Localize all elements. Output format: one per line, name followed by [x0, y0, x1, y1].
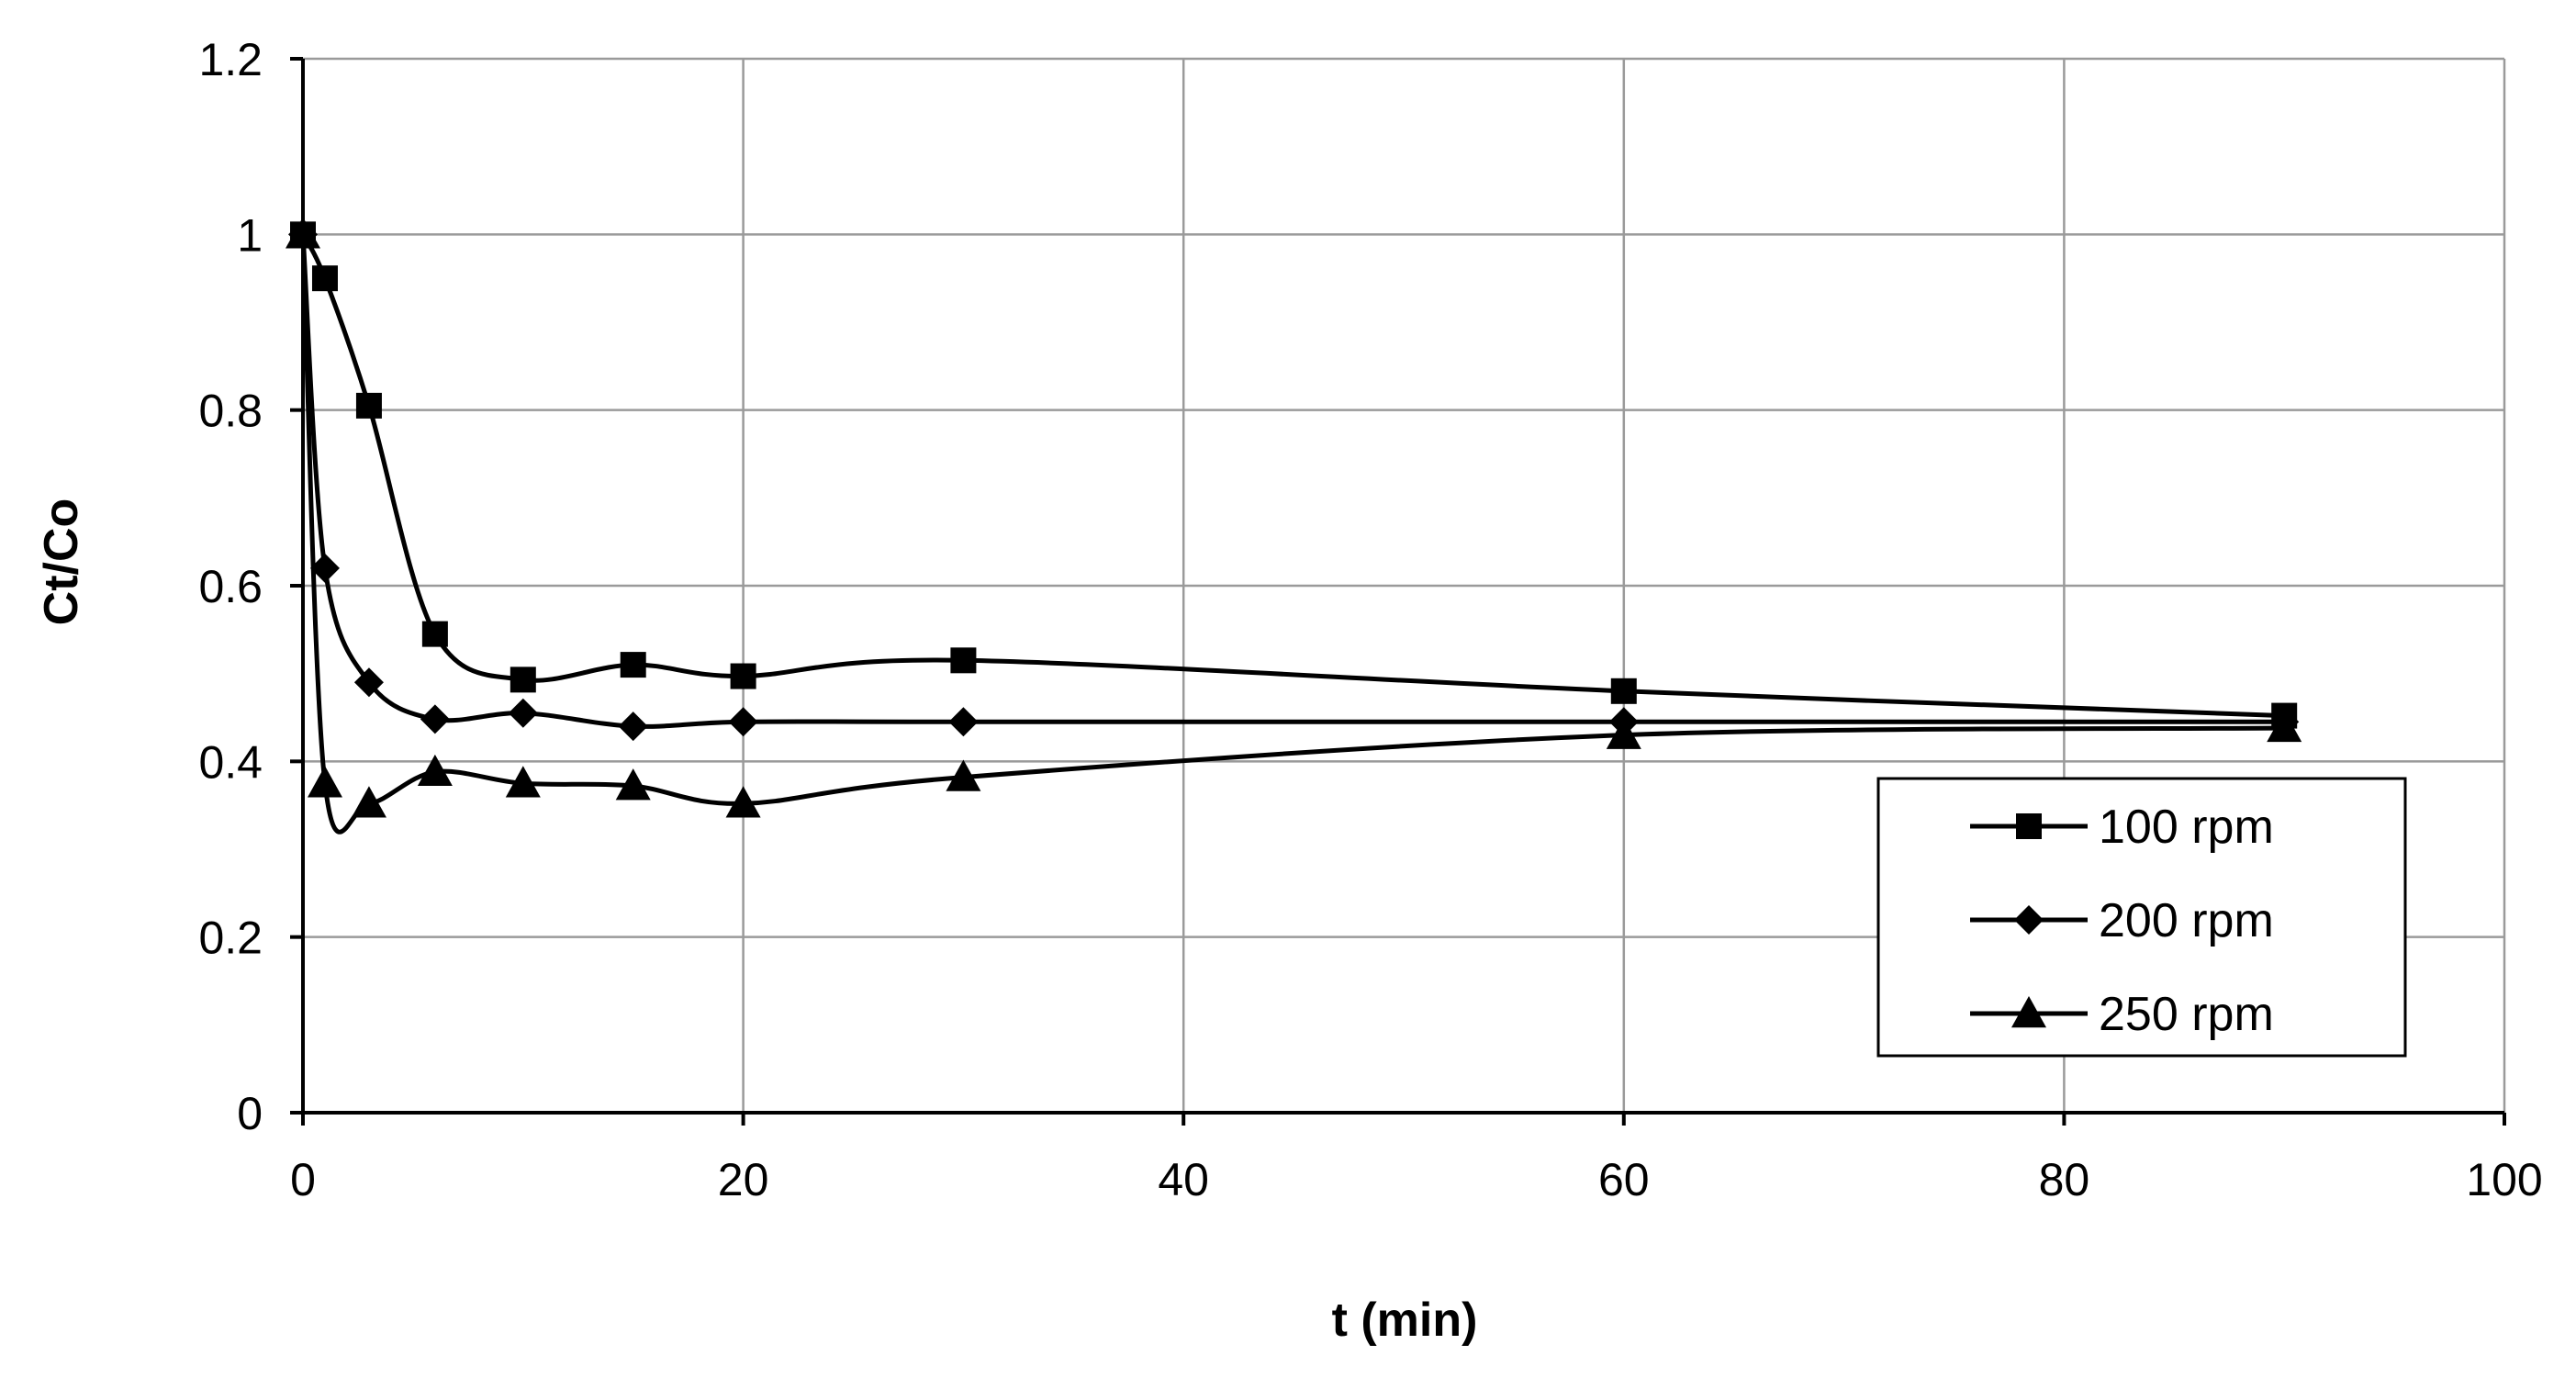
data-point-1-3 [420, 704, 450, 734]
data-point-2-3 [417, 754, 453, 787]
legend-item-0: 100 rpm [1970, 801, 2274, 854]
grid [303, 57, 2506, 1113]
data-point-1-5 [618, 711, 648, 742]
series-line-2 [300, 234, 2285, 835]
y-tick-label-0: 0 [237, 1088, 263, 1139]
data-point-1-1 [309, 553, 340, 583]
legend-marker-0 [2016, 813, 2042, 839]
data-point-2-7 [946, 759, 981, 791]
data-point-2-2 [351, 786, 386, 818]
series-line-0 [300, 233, 2285, 719]
data-point-1-2 [353, 667, 384, 698]
y-tick-label-4: 0.8 [198, 386, 263, 437]
data-point-2-8 [1606, 717, 1641, 749]
data-point-1-4 [508, 698, 538, 728]
legend: 100 rpm 200 rpm 250 rpm [1876, 777, 2407, 1058]
x-tick-label-4: 80 [2039, 1154, 2090, 1205]
data-point-2-4 [505, 766, 541, 798]
data-point-0-7 [950, 647, 977, 674]
series-2 [286, 217, 2302, 835]
series-1 [288, 219, 2300, 742]
legend-item-1: 200 rpm [1970, 894, 2274, 947]
data-point-0-2 [355, 392, 382, 419]
legend-label-1: 200 rpm [2099, 894, 2274, 947]
x-tick-label-0: 0 [290, 1154, 316, 1205]
x-tick-label-5: 100 [2466, 1154, 2542, 1205]
data-point-2-6 [725, 786, 761, 818]
data-point-1-6 [728, 707, 758, 737]
y-tick-label-2: 0.4 [198, 736, 263, 788]
y-axis-title: Ct/Co [35, 499, 88, 626]
data-point-2-0 [286, 217, 320, 249]
data-point-0-1 [311, 265, 338, 292]
data-point-0-8 [1610, 678, 1637, 704]
legend-marker-2 [2011, 996, 2046, 1028]
legend-marker-1 [2014, 905, 2044, 935]
series [286, 217, 2302, 835]
y-tick-label-3: 0.6 [198, 561, 263, 612]
y-tick-label-1: 0.2 [198, 913, 263, 964]
x-tick-label-2: 40 [1158, 1154, 1209, 1205]
x-tick-label-1: 20 [718, 1154, 769, 1205]
data-point-1-7 [948, 707, 979, 737]
y-tick-label-5: 1 [237, 209, 263, 261]
data-point-2-1 [307, 766, 342, 798]
data-point-0-4 [510, 667, 536, 693]
data-point-0-3 [421, 621, 448, 647]
data-point-2-5 [615, 768, 651, 801]
legend-item-2: 250 rpm [1970, 988, 2274, 1041]
data-point-2-9 [2267, 710, 2302, 743]
data-point-0-5 [620, 652, 646, 678]
legend-label-0: 100 rpm [2099, 801, 2274, 854]
data-point-0-6 [730, 663, 756, 689]
series-0 [290, 221, 2298, 729]
legend-label-2: 250 rpm [2099, 988, 2274, 1041]
series-line-1 [300, 234, 2285, 729]
tick-labels: 0 20 40 60 80 100 0 0.2 0.4 0.6 0.8 1 1.2 [198, 34, 2542, 1205]
x-axis-title: t (min) [1332, 1294, 1478, 1347]
legend-box [1876, 777, 2407, 1058]
y-tick-label-6: 1.2 [198, 34, 263, 85]
x-tick-label-3: 60 [1598, 1154, 1650, 1205]
